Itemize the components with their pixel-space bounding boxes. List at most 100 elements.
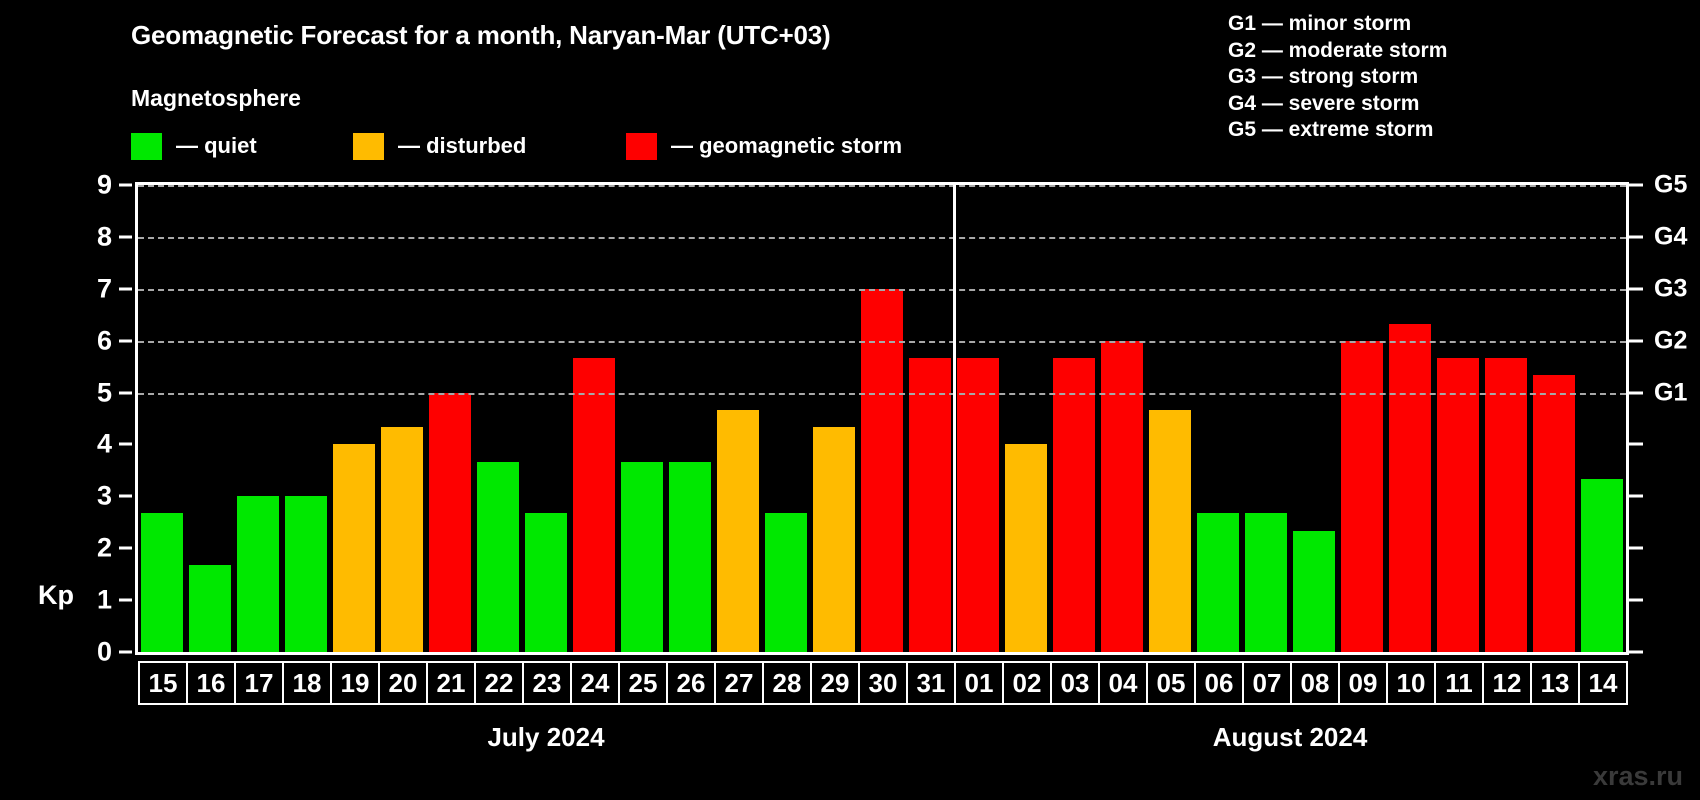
bar-day-02-disturbed[interactable] (1004, 444, 1048, 652)
bar-day-12-storm[interactable] (1484, 357, 1528, 652)
bar-cell-day-20[interactable] (378, 185, 426, 652)
day-label-cell-29[interactable]: 29 (810, 661, 860, 705)
day-label-cell-06[interactable]: 06 (1194, 661, 1244, 705)
bar-day-13-storm[interactable] (1532, 375, 1576, 652)
bar-day-24-storm[interactable] (572, 357, 616, 652)
bar-cell-day-14[interactable] (1578, 185, 1626, 652)
day-label-cell-12[interactable]: 12 (1482, 661, 1532, 705)
bar-day-05-disturbed[interactable] (1148, 409, 1192, 652)
bar-day-19-disturbed[interactable] (332, 444, 376, 652)
bar-cell-day-27[interactable] (714, 185, 762, 652)
day-label-cell-01[interactable]: 01 (954, 661, 1004, 705)
day-label-cell-05[interactable]: 05 (1146, 661, 1196, 705)
bar-day-06-quiet[interactable] (1196, 513, 1240, 652)
g-minor-tick-kp-0 (1629, 650, 1643, 654)
g-minor-tick-kp-2 (1629, 546, 1643, 550)
bar-day-25-quiet[interactable] (620, 461, 664, 652)
bar-cell-day-18[interactable] (282, 185, 330, 652)
bar-day-10-storm[interactable] (1388, 323, 1432, 652)
day-label-cell-09[interactable]: 09 (1338, 661, 1388, 705)
day-label-cell-14[interactable]: 14 (1578, 661, 1628, 705)
bar-cell-day-03[interactable] (1050, 185, 1098, 652)
bar-day-30-storm[interactable] (860, 288, 904, 652)
bar-day-07-quiet[interactable] (1244, 513, 1288, 652)
bar-cell-day-22[interactable] (474, 185, 522, 652)
bar-cell-day-04[interactable] (1098, 185, 1146, 652)
bar-cell-day-25[interactable] (618, 185, 666, 652)
bar-cell-day-31[interactable] (906, 185, 954, 652)
day-label-cell-31[interactable]: 31 (906, 661, 956, 705)
bar-cell-day-21[interactable] (426, 185, 474, 652)
bar-day-09-storm[interactable] (1340, 340, 1384, 652)
bar-cell-day-17[interactable] (234, 185, 282, 652)
day-label-cell-15[interactable]: 15 (138, 661, 188, 705)
bar-cell-day-06[interactable] (1194, 185, 1242, 652)
day-label-cell-26[interactable]: 26 (666, 661, 716, 705)
day-label-cell-08[interactable]: 08 (1290, 661, 1340, 705)
bar-day-26-quiet[interactable] (668, 461, 712, 652)
day-label-cell-18[interactable]: 18 (282, 661, 332, 705)
bar-day-31-storm[interactable] (908, 357, 952, 652)
bar-cell-day-15[interactable] (138, 185, 186, 652)
day-label-cell-24[interactable]: 24 (570, 661, 620, 705)
day-label-cell-07[interactable]: 07 (1242, 661, 1292, 705)
day-label-cell-21[interactable]: 21 (426, 661, 476, 705)
day-label-cell-17[interactable]: 17 (234, 661, 284, 705)
bar-cell-day-07[interactable] (1242, 185, 1290, 652)
bar-cell-day-10[interactable] (1386, 185, 1434, 652)
day-label-cell-28[interactable]: 28 (762, 661, 812, 705)
bar-day-18-quiet[interactable] (284, 496, 328, 652)
day-label-cell-20[interactable]: 20 (378, 661, 428, 705)
bar-day-16-quiet[interactable] (188, 565, 232, 652)
bar-cell-day-08[interactable] (1290, 185, 1338, 652)
bar-cell-day-13[interactable] (1530, 185, 1578, 652)
bar-cell-day-16[interactable] (186, 185, 234, 652)
bar-cell-day-26[interactable] (666, 185, 714, 652)
day-label-cell-13[interactable]: 13 (1530, 661, 1580, 705)
day-label-cell-16[interactable]: 16 (186, 661, 236, 705)
day-label-cell-27[interactable]: 27 (714, 661, 764, 705)
day-label-text: 30 (868, 668, 898, 698)
bar-cell-day-11[interactable] (1434, 185, 1482, 652)
bar-day-29-disturbed[interactable] (812, 427, 856, 652)
bar-day-11-storm[interactable] (1436, 357, 1480, 652)
bar-cell-day-01[interactable] (954, 185, 1002, 652)
bar-day-01-storm[interactable] (956, 357, 1000, 652)
bar-day-17-quiet[interactable] (236, 496, 280, 652)
legend-label-disturbed: — disturbed (398, 133, 527, 158)
bar-day-22-quiet[interactable] (476, 461, 520, 652)
bar-day-04-storm[interactable] (1100, 340, 1144, 652)
day-label-cell-23[interactable]: 23 (522, 661, 572, 705)
bar-day-03-storm[interactable] (1052, 357, 1096, 652)
bar-cell-day-05[interactable] (1146, 185, 1194, 652)
bar-day-08-quiet[interactable] (1292, 531, 1336, 652)
bar-cell-day-23[interactable] (522, 185, 570, 652)
day-label-cell-22[interactable]: 22 (474, 661, 524, 705)
day-label-cell-02[interactable]: 02 (1002, 661, 1052, 705)
day-label-cell-03[interactable]: 03 (1050, 661, 1100, 705)
bar-cell-day-02[interactable] (1002, 185, 1050, 652)
bar-cell-day-19[interactable] (330, 185, 378, 652)
bar-day-28-quiet[interactable] (764, 513, 808, 652)
y-tick-label-0: 0 (96, 636, 112, 667)
bar-day-27-disturbed[interactable] (716, 409, 760, 652)
day-label-cell-30[interactable]: 30 (858, 661, 908, 705)
bar-cell-day-28[interactable] (762, 185, 810, 652)
bar-day-15-quiet[interactable] (140, 513, 184, 652)
bar-cell-day-29[interactable] (810, 185, 858, 652)
bar-cell-day-30[interactable] (858, 185, 906, 652)
day-label-cell-25[interactable]: 25 (618, 661, 668, 705)
bar-cell-day-09[interactable] (1338, 185, 1386, 652)
day-label-cell-04[interactable]: 04 (1098, 661, 1148, 705)
y-tick-label-2: 2 (96, 532, 112, 563)
day-label-cell-11[interactable]: 11 (1434, 661, 1484, 705)
bar-day-14-quiet[interactable] (1580, 479, 1624, 652)
day-label-cell-10[interactable]: 10 (1386, 661, 1436, 705)
bar-day-21-storm[interactable] (428, 392, 472, 652)
bar-cell-day-24[interactable] (570, 185, 618, 652)
day-label-text: 03 (1060, 668, 1090, 698)
bar-cell-day-12[interactable] (1482, 185, 1530, 652)
day-label-cell-19[interactable]: 19 (330, 661, 380, 705)
bar-day-23-quiet[interactable] (524, 513, 568, 652)
bar-day-20-disturbed[interactable] (380, 427, 424, 652)
